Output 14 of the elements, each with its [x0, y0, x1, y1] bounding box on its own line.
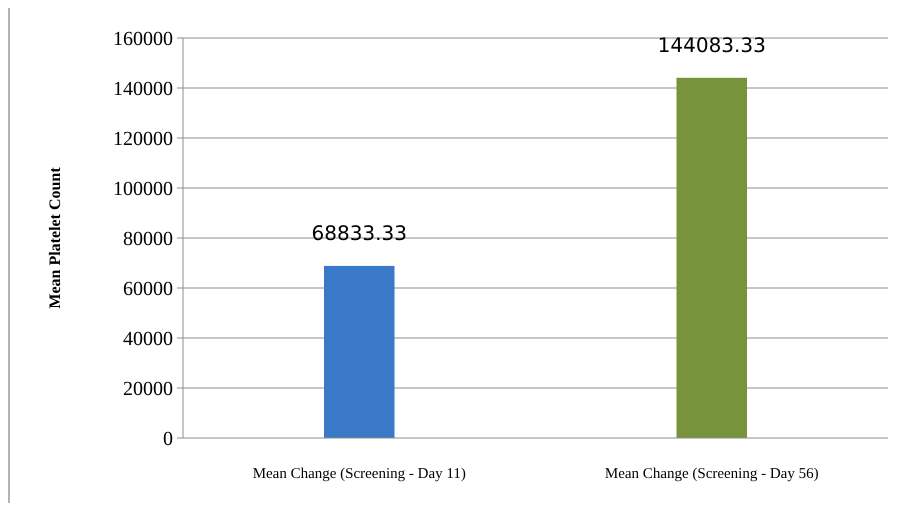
y-tick-label: 100000 — [113, 178, 173, 200]
x-tick-label: Mean Change (Screening - Day 11) — [252, 466, 466, 482]
y-tick-label: 40000 — [123, 328, 173, 350]
y-tick-label: 20000 — [123, 378, 173, 400]
y-tick-label: 80000 — [123, 228, 173, 250]
y-tick-label: 140000 — [113, 78, 173, 100]
data-label: 144083.33 — [658, 32, 766, 57]
y-tick-label: 160000 — [113, 28, 173, 50]
x-tick-label: Mean Change (Screening - Day 56) — [604, 466, 819, 482]
y-axis-title: Mean Platelet Count — [47, 166, 64, 309]
y-tick-label: 60000 — [123, 278, 173, 300]
data-label: 68833.33 — [312, 220, 407, 245]
y-tick-label: 0 — [163, 428, 173, 450]
y-tick-label: 120000 — [113, 128, 173, 150]
